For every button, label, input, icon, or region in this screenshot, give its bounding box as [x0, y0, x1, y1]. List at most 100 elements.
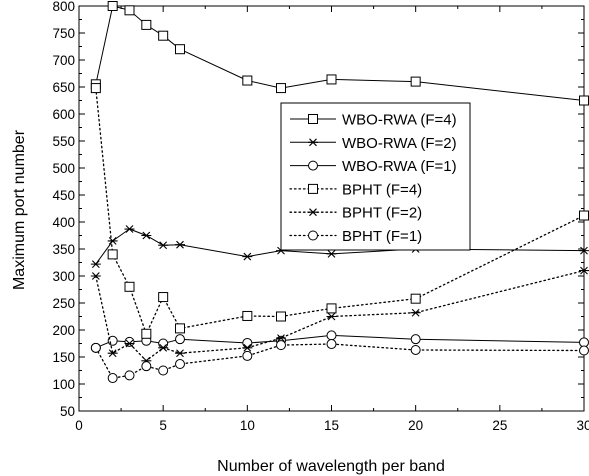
- circle-marker: [124, 370, 135, 381]
- x-tick-label: 10: [240, 418, 255, 433]
- circle-marker: [107, 373, 118, 384]
- square-marker: [276, 83, 286, 94]
- y-tick-label: 300: [52, 269, 75, 284]
- legend-label: BPHT (F=1): [342, 228, 422, 245]
- circle-marker: [326, 330, 337, 341]
- square-marker: [158, 30, 169, 41]
- square-marker: [579, 210, 589, 221]
- y-tick-label: 400: [52, 215, 75, 230]
- y-tick-label: 500: [52, 161, 75, 176]
- circle-marker: [308, 230, 318, 241]
- legend: WBO-RWA (F=4) WBO-RWA (F=2) WBO-RWA (F=1) B…: [280, 102, 471, 251]
- star-marker: [326, 312, 337, 321]
- legend-entry: BPHT (F=1): [289, 228, 422, 245]
- star-marker: [90, 260, 101, 269]
- y-tick-label: 550: [52, 134, 75, 149]
- star-marker: [158, 343, 169, 352]
- star-marker: [326, 249, 337, 258]
- star-marker: [242, 252, 253, 261]
- square-marker: [175, 323, 185, 334]
- legend-label: BPHT (F=4): [342, 181, 422, 198]
- square-marker: [410, 76, 421, 87]
- legend-label: WBO-RWA (F=2): [342, 135, 457, 152]
- circle-marker: [158, 365, 169, 376]
- series-bpht-f-2: [90, 266, 589, 365]
- x-axis-label: Number of wavelength per band: [217, 458, 445, 475]
- legend-label: BPHT (F=2): [342, 205, 422, 222]
- square-marker: [242, 310, 253, 321]
- star-marker: [141, 231, 152, 240]
- circle-marker: [90, 342, 101, 353]
- y-axis-label: Maximum port number: [11, 129, 28, 290]
- square-marker: [242, 75, 253, 86]
- y-tick-label: 100: [52, 377, 75, 392]
- y-tick-label: 800: [52, 0, 75, 14]
- series-bpht-f-1: [90, 339, 589, 384]
- series-line: [95, 343, 585, 379]
- star-marker: [158, 241, 169, 250]
- square-marker: [308, 114, 318, 124]
- square-marker: [326, 74, 337, 85]
- y-tick-label: 350: [52, 242, 75, 257]
- square-marker: [107, 249, 118, 260]
- y-tick-label: 600: [52, 107, 75, 122]
- star-marker: [579, 266, 589, 275]
- square-marker: [124, 5, 135, 16]
- x-tick-label: 30: [576, 418, 589, 433]
- series-line: [95, 269, 585, 362]
- circle-marker: [308, 160, 318, 171]
- y-tick-label: 200: [52, 323, 75, 338]
- star-marker: [90, 272, 101, 280]
- circle-marker: [242, 350, 253, 361]
- series-layer: [90, 1, 589, 384]
- circle-marker: [579, 345, 589, 356]
- x-tick-label: 15: [324, 418, 339, 433]
- square-marker: [141, 19, 152, 30]
- series-wbo-rwa-f-2: [90, 225, 589, 269]
- square-marker: [276, 311, 286, 322]
- series-wbo-rwa-f-4: [90, 1, 589, 106]
- axis-ticks: 0 5 10 15 20 25 30 50 100 150 200 250 300 350 400 450 50…: [52, 0, 589, 433]
- square-marker: [141, 328, 152, 339]
- square-marker: [410, 293, 421, 304]
- legend-entry: WBO-RWA (F=2): [290, 135, 457, 152]
- x-tick-label: 25: [492, 418, 507, 433]
- star-marker: [124, 339, 135, 348]
- legend-entry: WBO-RWA (F=4): [290, 112, 457, 129]
- series-wbo-rwa-f-1: [90, 330, 589, 353]
- square-marker: [158, 292, 169, 303]
- y-tick-label: 750: [52, 26, 75, 41]
- star-marker: [410, 308, 421, 317]
- star-marker: [308, 208, 318, 217]
- circle-marker: [175, 334, 185, 345]
- star-marker: [579, 246, 589, 255]
- series-line: [95, 334, 585, 349]
- square-marker: [308, 183, 318, 194]
- circle-marker: [410, 344, 421, 355]
- y-tick-label: 450: [52, 188, 75, 203]
- legend-entry: WBO-RWA (F=1): [290, 158, 457, 175]
- square-marker: [107, 1, 118, 11]
- legend-entry: BPHT (F=4): [289, 181, 422, 198]
- square-marker: [326, 303, 337, 314]
- y-tick-label: 250: [52, 296, 75, 311]
- star-marker: [124, 225, 135, 233]
- y-tick-label: 700: [52, 53, 75, 68]
- x-tick-label: 5: [159, 418, 167, 433]
- legend-label: WBO-RWA (F=1): [342, 158, 457, 175]
- legend-box: [280, 102, 471, 251]
- circle-marker: [242, 337, 253, 348]
- circle-marker: [141, 361, 152, 372]
- circle-marker: [276, 340, 286, 351]
- square-marker: [579, 95, 589, 106]
- series-line: [95, 5, 585, 101]
- square-marker: [124, 281, 135, 292]
- legend-entry: BPHT (F=2): [289, 205, 422, 222]
- legend-label: WBO-RWA (F=4): [342, 112, 457, 129]
- star-marker: [308, 138, 318, 147]
- circle-marker: [175, 359, 185, 370]
- circle-marker: [326, 339, 337, 350]
- star-marker: [175, 349, 185, 358]
- circle-marker: [158, 338, 169, 349]
